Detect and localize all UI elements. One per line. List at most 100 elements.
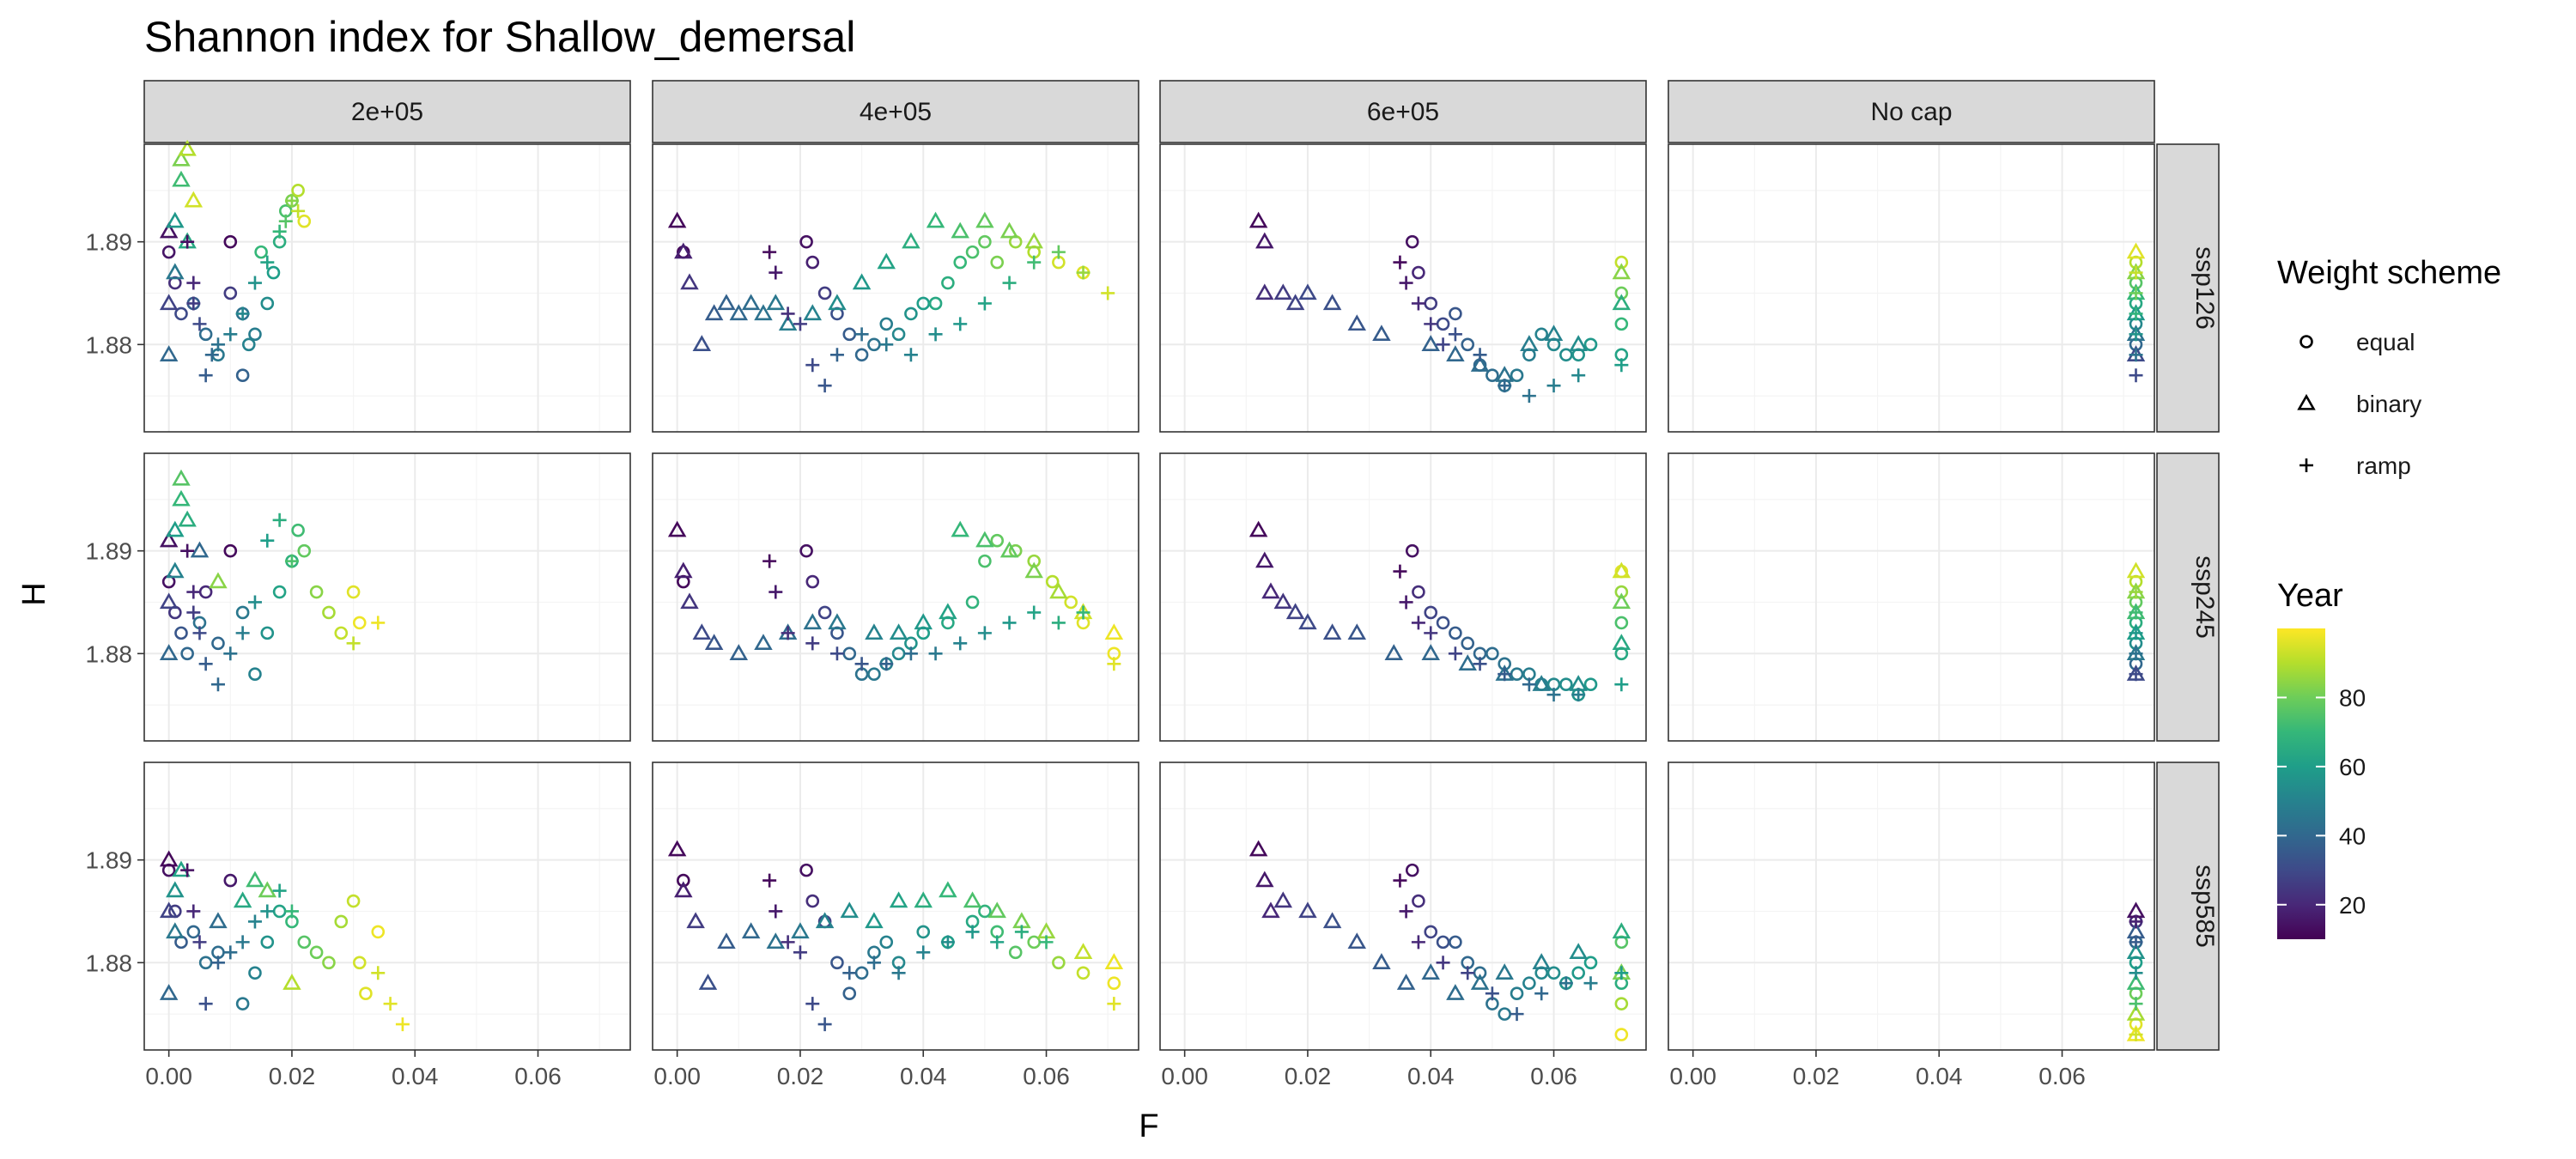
data-point-ramp — [1002, 276, 1017, 290]
data-point-equal — [291, 523, 305, 537]
data-point-ramp — [1076, 265, 1091, 280]
data-point-equal — [248, 667, 262, 682]
colorbar-tick-label: 20 — [2339, 892, 2366, 919]
data-point-ramp — [1558, 976, 1573, 991]
data-point-equal — [223, 234, 238, 249]
data-point-equal — [223, 286, 238, 300]
data-point-equal — [1008, 945, 1023, 960]
facet-column-strip: No cap — [1668, 80, 2155, 143]
data-point-binary — [1104, 623, 1124, 640]
data-point-ramp — [272, 224, 287, 239]
data-point-equal — [1485, 646, 1499, 661]
facet-panel: 0.00 0.02 0.04 0.06 — [1668, 762, 2155, 1089]
data-point-ramp — [210, 337, 225, 352]
data-point-ramp — [2129, 646, 2143, 661]
data-point-equal — [371, 925, 386, 939]
data-point-binary — [184, 191, 204, 208]
data-point-ramp — [1424, 626, 1438, 640]
data-point-binary — [1421, 335, 1440, 351]
data-point-ramp — [2129, 997, 2143, 1011]
data-point-binary — [1446, 345, 1465, 361]
data-point-ramp — [272, 513, 287, 527]
data-point-equal — [322, 956, 336, 970]
data-point-binary — [178, 510, 197, 527]
data-point-equal — [1436, 616, 1450, 630]
data-point-binary — [999, 541, 1019, 558]
data-point-equal — [359, 986, 373, 1000]
data-point-equal — [1614, 1028, 1629, 1041]
data-point-ramp — [1534, 986, 1549, 1001]
data-point-ramp — [1051, 616, 1066, 630]
data-point-ramp — [1522, 677, 1536, 692]
data-point-binary — [159, 294, 179, 311]
data-point-equal — [241, 337, 256, 352]
data-point-ramp — [854, 327, 869, 342]
data-point-binary — [1569, 943, 1588, 960]
data-point-equal — [891, 327, 906, 342]
circle-icon — [2300, 335, 2313, 349]
data-point-ramp — [1076, 605, 1091, 620]
data-point-equal — [805, 574, 820, 589]
data-point-ramp — [2129, 667, 2143, 682]
data-point-binary — [667, 211, 687, 228]
y-tick-label: 1.88 — [86, 950, 133, 976]
year-colorbar — [2277, 628, 2325, 939]
data-point-binary — [803, 304, 823, 321]
data-point-binary — [975, 531, 994, 548]
x-tick-label: 0.04 — [900, 1063, 947, 1089]
data-point-binary — [667, 840, 687, 857]
data-point-ramp — [1436, 956, 1450, 970]
data-point-equal — [248, 966, 262, 980]
legend-label: equal — [2356, 329, 2415, 355]
data-point-binary — [963, 891, 982, 908]
data-point-binary — [283, 974, 301, 990]
data-point-binary — [1322, 294, 1342, 311]
data-point-ramp — [260, 904, 275, 919]
data-point-ramp — [1546, 379, 1561, 393]
data-point-ramp — [291, 203, 306, 218]
data-point-ramp — [866, 956, 881, 970]
data-point-ramp — [1411, 935, 1425, 950]
data-point-ramp — [1448, 327, 1462, 342]
data-point-ramp — [395, 1017, 410, 1032]
data-point-equal — [1449, 935, 1462, 950]
data-point-binary — [1458, 654, 1477, 671]
data-point-equal — [1052, 956, 1066, 970]
data-point-equal — [346, 894, 361, 908]
data-point-ramp — [2129, 966, 2143, 980]
data-point-binary — [1285, 294, 1305, 311]
data-point-binary — [1049, 582, 1068, 599]
data-point-ramp — [1571, 688, 1586, 702]
data-point-equal — [1076, 966, 1091, 980]
data-point-equal — [1449, 626, 1462, 640]
data-point-ramp — [1546, 688, 1561, 702]
colorbar-tick-label: 80 — [2339, 684, 2366, 711]
data-point-binary — [704, 634, 724, 651]
panel-points — [2126, 901, 2146, 1042]
data-point-ramp — [1498, 667, 1512, 682]
data-point-ramp — [953, 317, 968, 331]
x-tick-label: 0.02 — [1285, 1063, 1332, 1089]
data-point-ramp — [284, 904, 299, 919]
data-point-ramp — [1571, 368, 1586, 383]
data-point-binary — [667, 520, 687, 537]
data-point-binary — [1347, 932, 1367, 950]
data-point-binary — [2126, 974, 2146, 990]
data-point-ramp — [186, 585, 201, 599]
data-point-binary — [1372, 325, 1391, 342]
data-point-binary — [1298, 283, 1317, 300]
data-point-binary — [680, 273, 699, 290]
data-point-equal — [211, 636, 225, 651]
data-point-binary — [1612, 294, 1631, 311]
data-point-ramp — [192, 626, 207, 640]
data-point-ramp — [1107, 657, 1121, 671]
data-point-equal — [1614, 616, 1629, 630]
data-point-ramp — [235, 626, 250, 640]
data-point-ramp — [383, 997, 398, 1011]
data-point-ramp — [891, 966, 906, 980]
color-legend: Year 20 40 60 80 — [2277, 578, 2366, 939]
data-point-binary — [172, 489, 191, 507]
data-point-binary — [828, 613, 847, 630]
data-point-binary — [680, 592, 699, 610]
